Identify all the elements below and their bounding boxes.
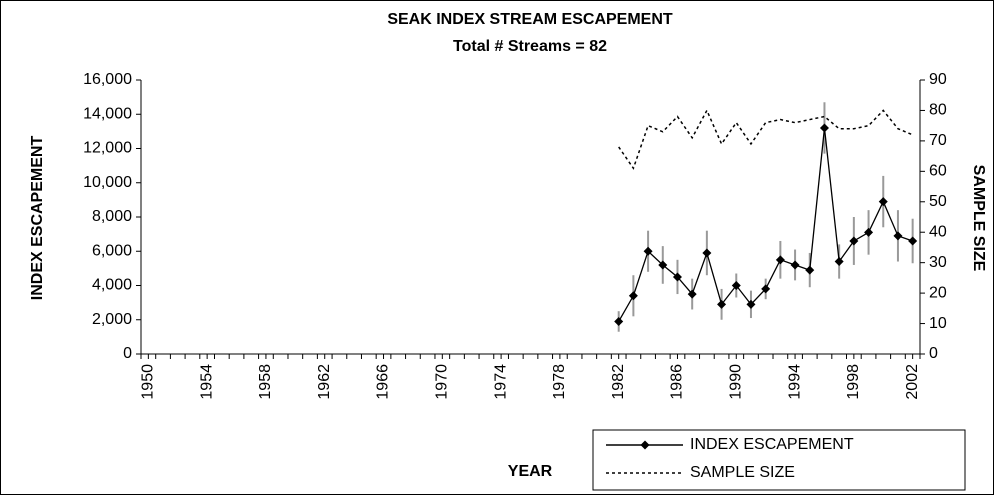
x-tick-label: 1986 xyxy=(669,364,686,400)
marker xyxy=(687,289,697,299)
x-tick-label: 1974 xyxy=(492,364,509,400)
marker xyxy=(628,291,638,301)
chart-subtitle: Total # Streams = 82 xyxy=(453,38,607,55)
x-tick-label: 1994 xyxy=(786,364,803,400)
y2-tick-label: 30 xyxy=(929,254,947,271)
y-tick-label: 12,000 xyxy=(83,140,132,157)
marker xyxy=(761,284,771,294)
x-tick-label: 1978 xyxy=(551,364,568,400)
y2-axis-title: SAMPLE SIZE xyxy=(970,165,987,272)
x-tick-label: 1966 xyxy=(375,364,392,400)
y-tick-label: 2,000 xyxy=(92,311,132,328)
marker xyxy=(614,316,624,326)
marker xyxy=(805,265,815,275)
y2-tick-label: 10 xyxy=(929,315,947,332)
marker xyxy=(658,260,668,270)
y2-tick-label: 70 xyxy=(929,132,947,149)
x-tick-label: 1998 xyxy=(845,364,862,400)
y-tick-label: 16,000 xyxy=(83,71,132,88)
marker xyxy=(834,257,844,267)
marker xyxy=(849,236,859,246)
legend-box xyxy=(592,429,966,491)
marker xyxy=(672,272,682,282)
marker xyxy=(731,281,741,290)
y2-tick-label: 40 xyxy=(929,223,947,240)
x-tick-label: 1954 xyxy=(198,364,215,400)
marker xyxy=(702,248,712,258)
marker xyxy=(908,236,918,246)
y-tick-label: 4,000 xyxy=(92,277,132,294)
x-tick-label: 1958 xyxy=(257,364,274,400)
y2-tick-label: 50 xyxy=(929,193,947,210)
marker xyxy=(878,197,888,207)
marker xyxy=(775,255,785,265)
y-tick-label: 14,000 xyxy=(83,105,132,122)
y2-tick-label: 80 xyxy=(929,102,947,119)
marker xyxy=(717,299,727,309)
chart-title: SEAK INDEX STREAM ESCAPEMENT xyxy=(387,11,673,28)
marker xyxy=(864,227,874,237)
marker xyxy=(643,246,653,256)
x-tick-label: 2002 xyxy=(904,364,921,400)
y2-tick-label: 0 xyxy=(929,345,938,362)
legend-marker xyxy=(640,440,650,450)
x-tick-label: 1990 xyxy=(727,364,744,400)
y-tick-label: 0 xyxy=(123,345,132,362)
y2-tick-label: 60 xyxy=(929,163,947,180)
marker xyxy=(893,231,903,241)
legend-label: INDEX ESCAPEMENT xyxy=(690,436,854,453)
legend-label: SAMPLE SIZE xyxy=(690,464,795,481)
x-tick-label: 1962 xyxy=(316,364,333,400)
y2-tick-label: 20 xyxy=(929,284,947,301)
marker xyxy=(746,299,756,309)
x-tick-label: 1970 xyxy=(434,364,451,400)
y-axis-title: INDEX ESCAPEMENT xyxy=(29,136,46,301)
marker xyxy=(819,123,829,133)
x-tick-label: 1950 xyxy=(140,364,157,400)
y-tick-label: 6,000 xyxy=(92,242,132,259)
y2-tick-label: 90 xyxy=(929,71,947,88)
x-tick-label: 1982 xyxy=(610,364,627,400)
y-tick-label: 10,000 xyxy=(83,174,132,191)
marker xyxy=(790,260,800,270)
y-tick-label: 8,000 xyxy=(92,208,132,225)
x-axis-title: YEAR xyxy=(508,463,553,480)
